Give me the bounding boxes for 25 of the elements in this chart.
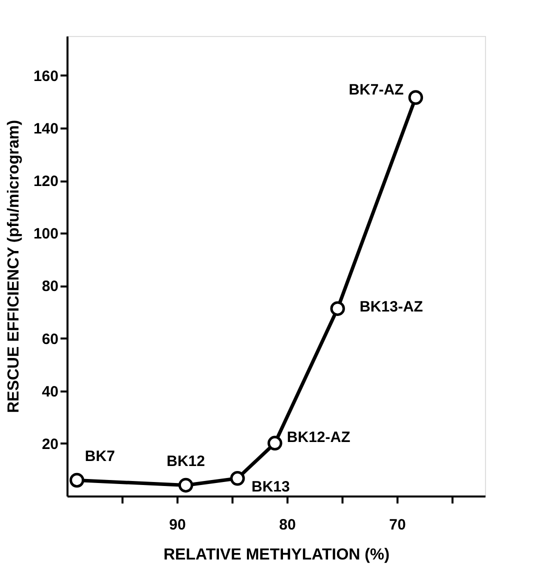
- y-tick-label: 80: [42, 278, 58, 296]
- point: [178, 478, 194, 493]
- annotation: BK13-AZ: [360, 298, 423, 316]
- y-tick-label: 100: [33, 226, 58, 243]
- y-tick-label: 120: [33, 173, 58, 190]
- x-axis-title: RELATIVE METHYLATION (%): [163, 546, 390, 564]
- annotation: BK12: [166, 453, 205, 470]
- annotation: BK7: [84, 448, 115, 466]
- point: [230, 471, 245, 486]
- x-tick-label: 90: [169, 516, 186, 534]
- point: [268, 436, 282, 451]
- x-tick-label: 80: [279, 516, 296, 534]
- point: [70, 472, 84, 488]
- y-tick-label: 60: [42, 330, 58, 348]
- annotation: BK13: [252, 478, 290, 496]
- point: [408, 90, 424, 105]
- y-tick-label: 140: [33, 120, 58, 138]
- annotation: BK7-AZ: [348, 82, 404, 99]
- x-tick-label: 70: [389, 516, 406, 534]
- y-tick-label: 160: [33, 68, 58, 85]
- y-tick-label: 20: [42, 436, 58, 453]
- point: [330, 301, 345, 316]
- y-axis-title: RESCUE EFFICIENCY (pfu/microgram): [5, 120, 22, 414]
- y-tick-label: 40: [42, 383, 58, 400]
- annotation: BK12-AZ: [286, 429, 350, 446]
